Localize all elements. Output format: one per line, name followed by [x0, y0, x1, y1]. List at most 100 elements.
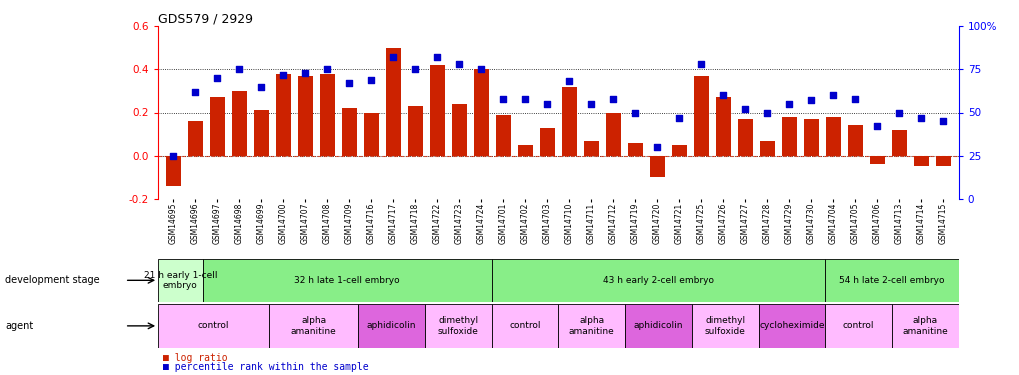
Bar	[408, 106, 423, 156]
Point	[604, 96, 621, 102]
Point	[781, 101, 797, 107]
Point	[693, 61, 709, 67]
Bar	[561, 87, 577, 156]
Bar	[869, 156, 884, 164]
Bar	[759, 141, 774, 156]
Point	[539, 101, 555, 107]
Text: GDS579 / 2929: GDS579 / 2929	[158, 12, 253, 25]
Text: dimethyl
sulfoxide: dimethyl sulfoxide	[437, 316, 478, 336]
Point	[737, 106, 753, 112]
Point	[319, 66, 335, 72]
Point	[627, 110, 643, 116]
Point	[824, 92, 841, 98]
Bar	[341, 108, 357, 156]
Point	[341, 80, 358, 86]
Bar	[672, 145, 687, 156]
Text: ■ percentile rank within the sample: ■ percentile rank within the sample	[163, 363, 369, 372]
Point	[912, 115, 928, 121]
Text: dimethyl
sulfoxide: dimethyl sulfoxide	[704, 316, 745, 336]
Bar	[254, 110, 269, 156]
Bar	[891, 130, 906, 156]
Point	[407, 66, 423, 72]
Bar	[558, 304, 625, 348]
Bar	[231, 91, 247, 156]
Text: aphidicolin: aphidicolin	[633, 321, 683, 330]
Bar	[203, 259, 491, 302]
Point	[758, 110, 774, 116]
Bar	[625, 304, 691, 348]
Bar	[758, 304, 824, 348]
Bar	[210, 98, 225, 156]
Text: ■ log ratio: ■ log ratio	[163, 353, 227, 363]
Bar	[518, 145, 533, 156]
Bar	[451, 104, 467, 156]
Bar	[269, 304, 358, 348]
Bar	[275, 74, 290, 156]
Bar	[824, 304, 892, 348]
Point	[868, 123, 884, 129]
Text: control: control	[842, 321, 873, 330]
Point	[583, 101, 599, 107]
Point	[473, 66, 489, 72]
Bar	[737, 119, 752, 156]
Bar	[358, 304, 425, 348]
Bar	[491, 259, 824, 302]
Bar	[187, 121, 203, 156]
Point	[671, 115, 687, 121]
Bar	[649, 156, 664, 177]
Text: development stage: development stage	[5, 275, 100, 285]
Text: agent: agent	[5, 321, 34, 331]
Point	[649, 144, 665, 150]
Bar	[693, 76, 708, 156]
Bar	[158, 304, 269, 348]
Bar	[934, 156, 950, 166]
Point	[165, 153, 181, 159]
Bar	[429, 65, 444, 156]
Bar	[781, 117, 796, 156]
Point	[847, 96, 863, 102]
Bar	[913, 156, 928, 166]
Bar	[715, 98, 731, 156]
Bar	[627, 143, 643, 156]
Point	[495, 96, 512, 102]
Bar	[825, 117, 841, 156]
Point	[517, 96, 533, 102]
Point	[363, 77, 379, 83]
Bar	[605, 112, 621, 156]
Bar	[491, 304, 558, 348]
Bar	[495, 115, 511, 156]
Text: alpha
amanitine: alpha amanitine	[569, 316, 614, 336]
Bar	[473, 69, 489, 156]
Point	[891, 110, 907, 116]
Text: control: control	[198, 321, 229, 330]
Bar	[583, 141, 598, 156]
Text: 21 h early 1-cell
embryo: 21 h early 1-cell embryo	[144, 271, 217, 290]
Point	[560, 78, 577, 84]
Point	[253, 84, 269, 90]
Bar	[892, 304, 958, 348]
Point	[714, 92, 731, 98]
Text: 43 h early 2-cell embryo: 43 h early 2-cell embryo	[602, 276, 713, 285]
Point	[297, 70, 313, 76]
Bar	[364, 112, 379, 156]
Bar	[385, 48, 400, 156]
Bar	[824, 259, 958, 302]
Bar	[803, 119, 818, 156]
Text: alpha
amanitine: alpha amanitine	[290, 316, 336, 336]
Text: cycloheximide: cycloheximide	[758, 321, 824, 330]
Bar	[298, 76, 313, 156]
Text: aphidicolin: aphidicolin	[367, 321, 416, 330]
Bar	[425, 304, 491, 348]
Point	[934, 118, 951, 124]
Point	[187, 89, 204, 95]
Point	[450, 61, 467, 67]
Bar	[847, 125, 862, 156]
Point	[231, 66, 248, 72]
Bar	[158, 259, 203, 302]
Point	[385, 54, 401, 60]
Point	[803, 98, 819, 104]
Text: 54 h late 2-cell embryo: 54 h late 2-cell embryo	[839, 276, 944, 285]
Text: 32 h late 1-cell embryo: 32 h late 1-cell embryo	[294, 276, 399, 285]
Text: alpha
amanitine: alpha amanitine	[902, 316, 948, 336]
Bar	[166, 156, 181, 186]
